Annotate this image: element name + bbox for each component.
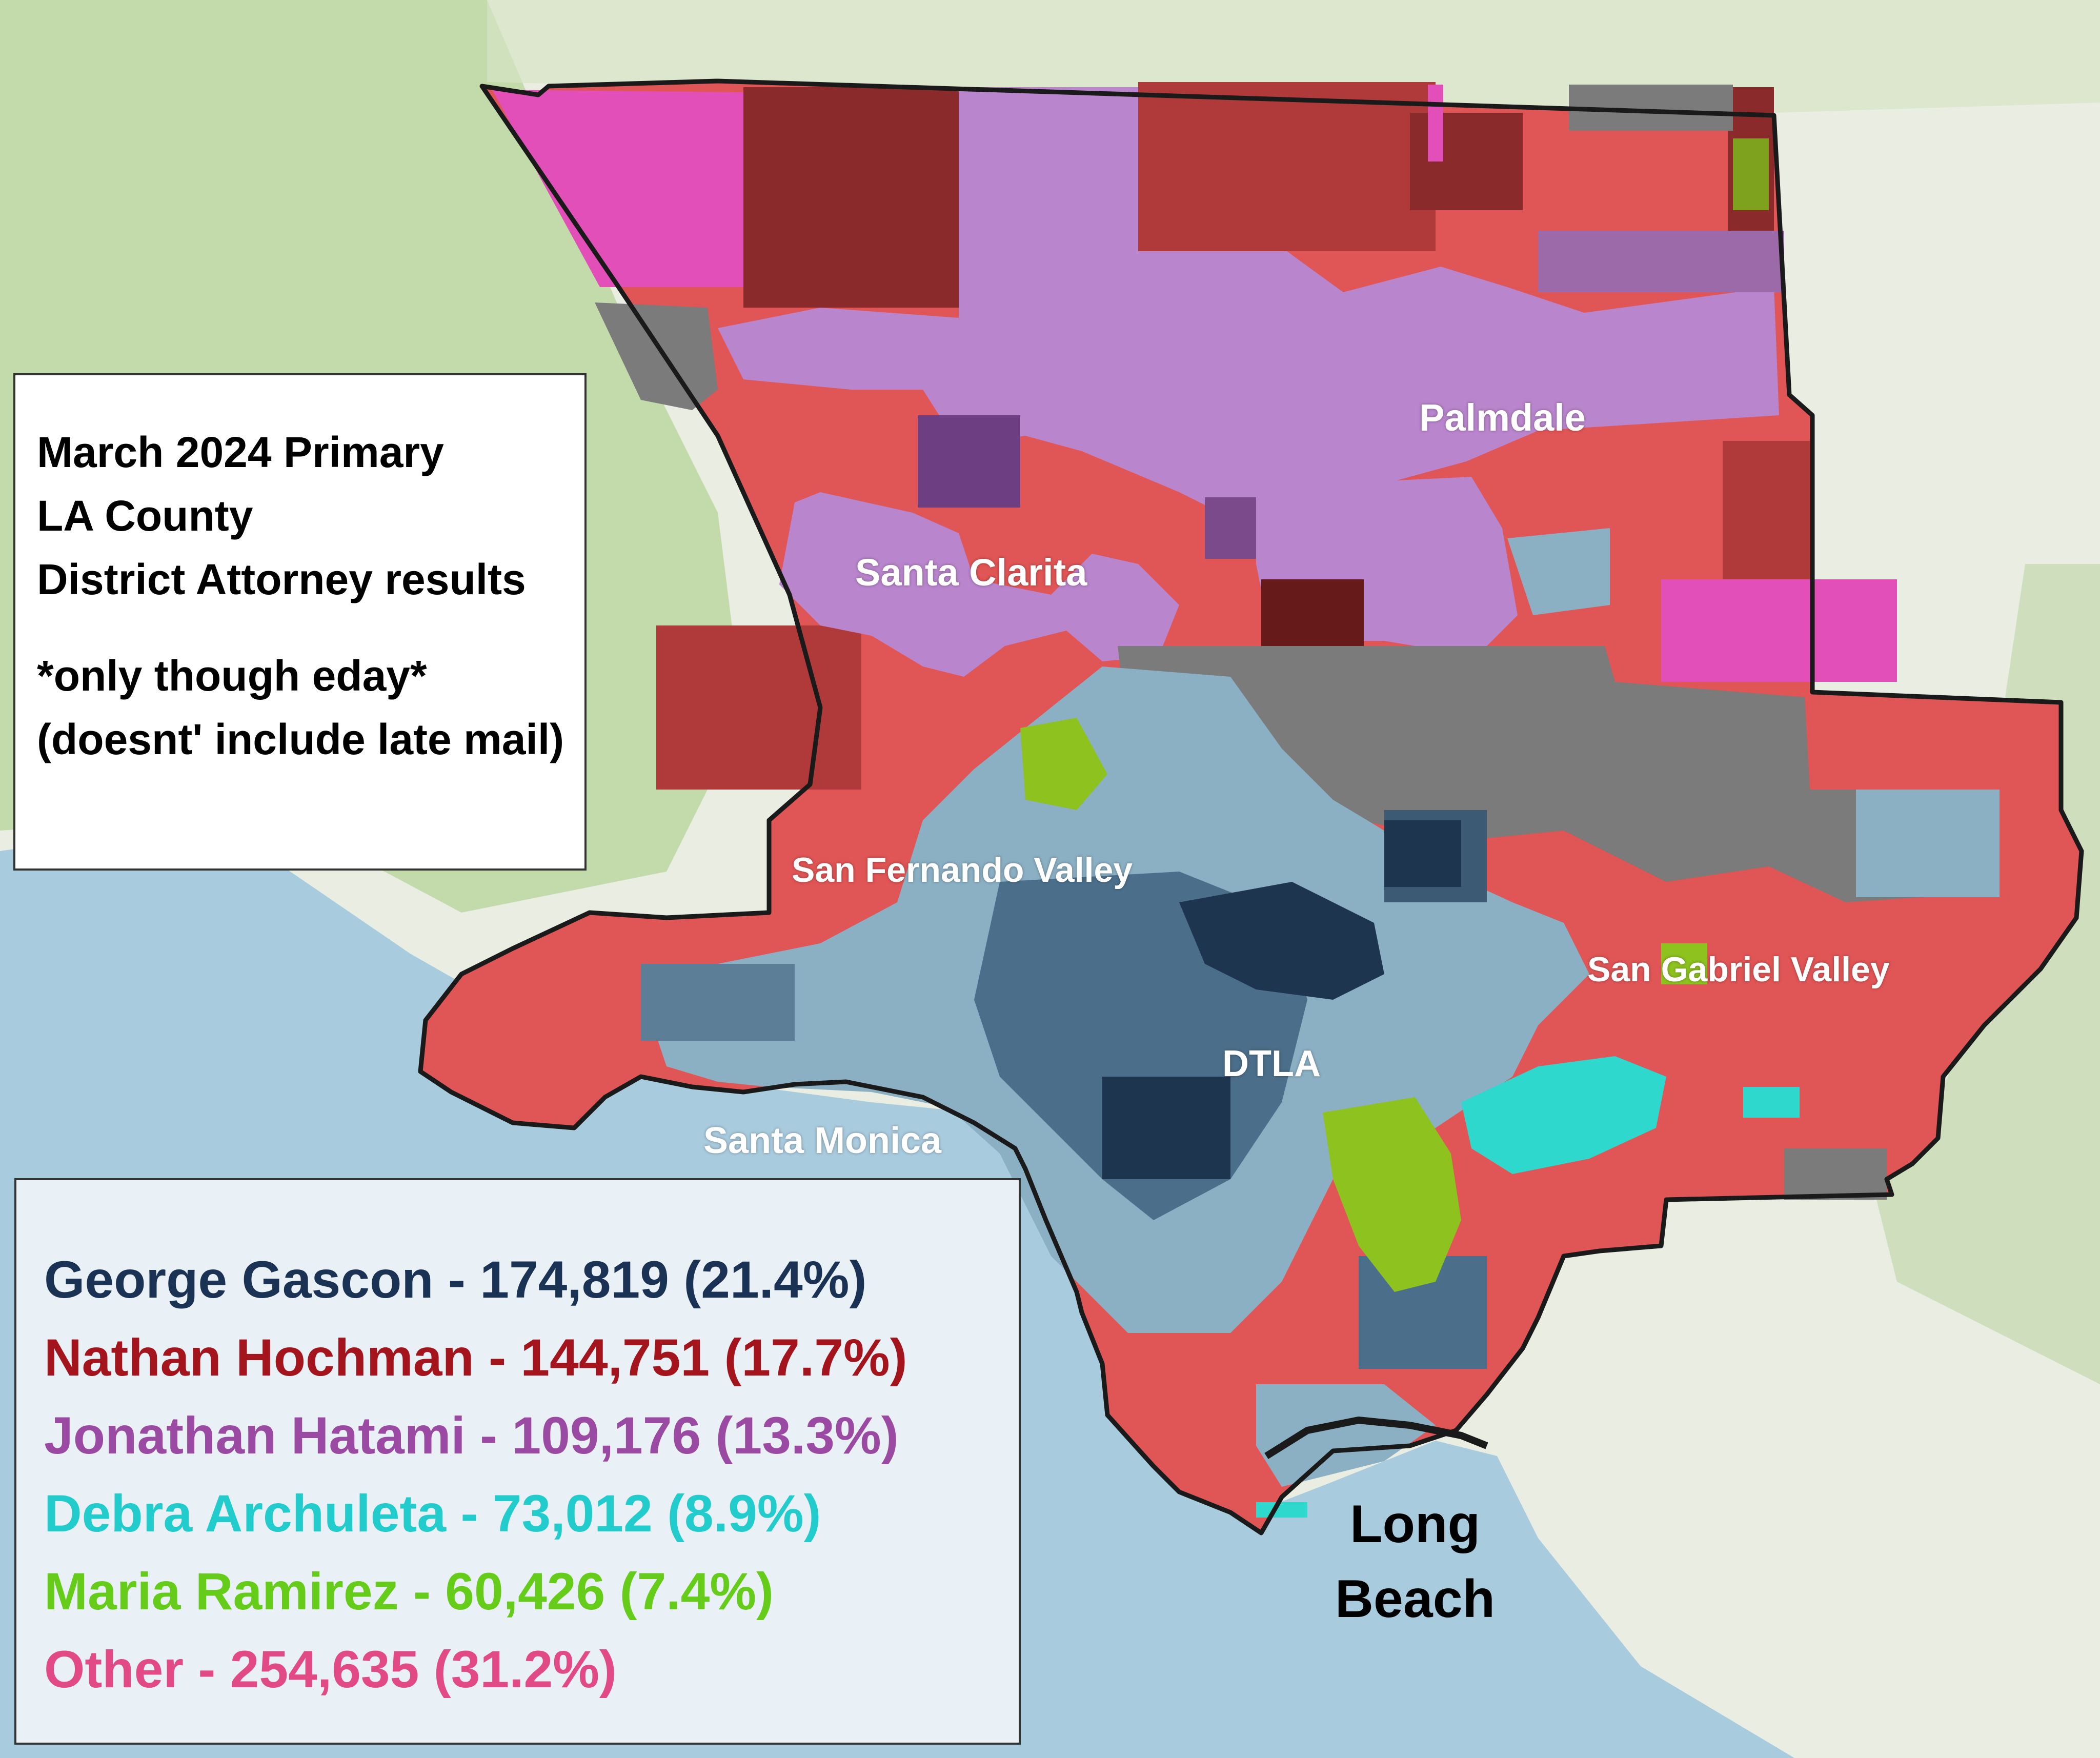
info-gap (37, 611, 584, 644)
label-long-beach-line2: Beach (1335, 1569, 1496, 1629)
label-santa-clarita: Santa Clarita (855, 551, 1087, 594)
precinct-hatami (718, 87, 1779, 518)
precinct-gascon-mid (641, 964, 795, 1041)
info-box: March 2024 Primary LA County District At… (13, 373, 587, 871)
precinct-gascon-light (1256, 1384, 1436, 1487)
legend-other: Other - 254,635 (31.2%) (44, 1640, 617, 1699)
legend-hochman: Nathan Hochman - 144,751 (17.7%) (44, 1328, 907, 1387)
legend-hatami: Jonathan Hatami - 109,176 (13.3%) (44, 1406, 899, 1465)
legend-gascon: George Gascon - 174,819 (21.4%) (44, 1250, 867, 1309)
precinct-hatami-dark (1205, 497, 1256, 559)
label-long-beach-line1: Long (1349, 1494, 1481, 1554)
legend-archuleta: Debra Archuleta - 73,012 (8.9%) (44, 1484, 821, 1543)
precinct-hochman-darkest (1261, 579, 1364, 651)
results-legend: George Gascon - 174,819 (21.4%) Nathan H… (14, 1178, 1021, 1745)
precinct-archuleta (1743, 1087, 1800, 1118)
precinct-hochman-mid (656, 625, 861, 790)
precinct-hatami (1538, 231, 1784, 292)
info-note-eday: *only though eday* (37, 652, 427, 700)
precinct-gascon-dark (1384, 820, 1461, 887)
precinct-gascon-dark (1102, 1077, 1230, 1179)
precinct-ramirez (1323, 1097, 1461, 1292)
precinct-hatami-dark (918, 415, 1020, 508)
harbor-outline (1264, 1416, 1488, 1459)
precinct-tie (595, 302, 718, 410)
label-santa-monica: Santa Monica (703, 1120, 942, 1161)
label-long-beach: Long Beach (1312, 1487, 1518, 1636)
info-line-election: March 2024 Primary (37, 428, 444, 476)
label-san-gabriel-valley: San Gabriel Valley (1587, 950, 1890, 989)
precinct-hochman-dark (1410, 113, 1523, 210)
precinct-hatami (779, 492, 1179, 677)
precinct-other (492, 90, 743, 287)
precinct-archuleta (1461, 1056, 1666, 1174)
label-san-fernando-valley: San Fernando Valley (792, 851, 1133, 890)
precinct-archuleta (1256, 1502, 1307, 1518)
precinct-ramirez (1661, 943, 1707, 984)
precinct-tie (1118, 646, 2000, 902)
precinct-ramirez (1733, 138, 1769, 210)
label-palmdale: Palmdale (1419, 396, 1586, 439)
precinct-other (1661, 579, 1897, 682)
precinct-tie (1784, 1148, 1887, 1200)
precinct-hochman-mid (1138, 82, 1436, 251)
info-note-late-mail: (doesnt' include late mail) (37, 715, 564, 763)
precinct-ramirez (1020, 718, 1107, 810)
legend-ramirez: Maria Ramirez - 60,426 (7.4%) (44, 1562, 774, 1621)
precinct-gascon-light (1507, 528, 1610, 615)
info-line-race: District Attorney results (37, 555, 526, 603)
info-line-county: LA County (37, 492, 253, 540)
label-dtla: DTLA (1222, 1043, 1321, 1084)
precinct-hochman-dark (743, 87, 959, 308)
precinct-other (1428, 85, 1443, 161)
precinct-gascon-dark (1179, 882, 1384, 1000)
county-outline (418, 78, 2084, 1535)
precinct-gascon-light (1856, 790, 2000, 897)
